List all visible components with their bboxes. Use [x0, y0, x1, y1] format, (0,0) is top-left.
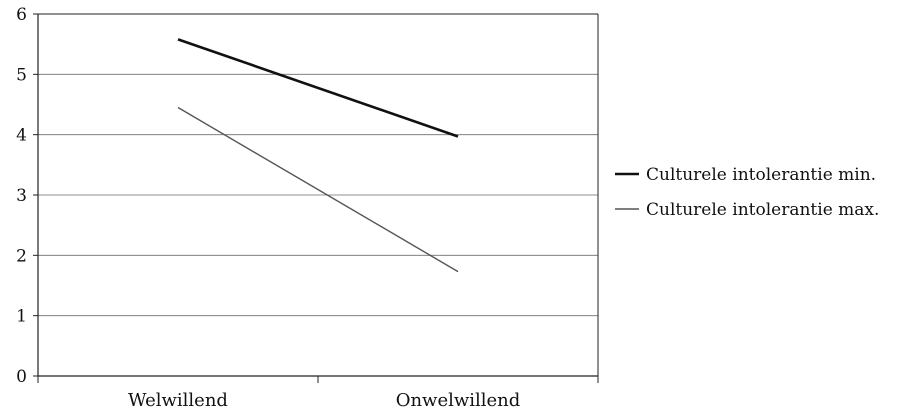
series-line-2: [177, 106, 459, 273]
axes: 0 1 2 3 4 5 6 Welwillend Onwelwillend: [16, 5, 599, 411]
x-tick-label: Onwelwillend: [396, 390, 521, 411]
grid-lines: [38, 13, 598, 317]
legend-label-2: Culturele intolerantie max.: [646, 200, 879, 220]
y-tick-label: 5: [16, 65, 27, 85]
legend-label-1: Culturele intolerantie min.: [646, 165, 876, 185]
y-tick-label: 2: [16, 246, 27, 266]
y-tick-label: 1: [16, 307, 27, 327]
series-lines: [177, 38, 459, 273]
y-tick-label: 0: [16, 367, 27, 387]
y-tick-label: 3: [16, 186, 27, 206]
x-tick-label: Welwillend: [128, 390, 228, 411]
legend: Culturele intolerantie min. Culturele int…: [615, 165, 879, 220]
y-tick-label: 4: [16, 126, 27, 146]
series-line-1: [177, 38, 459, 138]
y-tick-label: 6: [16, 5, 27, 25]
